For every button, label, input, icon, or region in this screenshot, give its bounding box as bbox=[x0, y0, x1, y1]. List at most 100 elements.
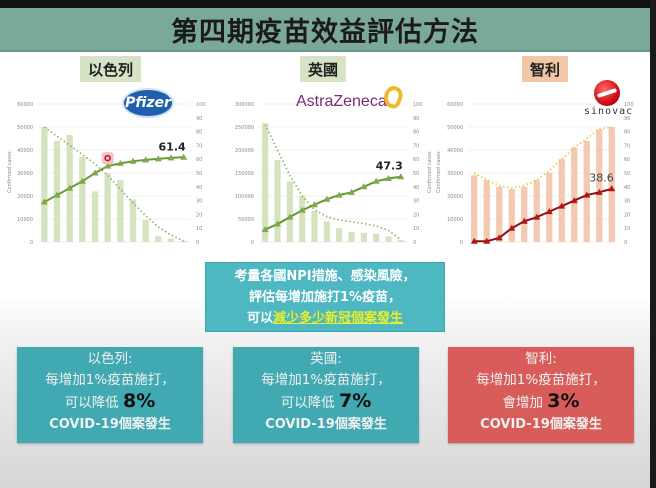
svg-text:300000: 300000 bbox=[235, 102, 254, 108]
svg-text:40: 40 bbox=[196, 185, 202, 191]
svg-text:40000: 40000 bbox=[447, 148, 463, 154]
result-line-3: 可以降低 8% bbox=[17, 391, 203, 414]
svg-text:100: 100 bbox=[413, 102, 423, 108]
svg-text:100: 100 bbox=[624, 102, 634, 108]
title-bar: 第四期疫苗效益評估方法 bbox=[0, 8, 650, 52]
svg-text:38.6: 38.6 bbox=[589, 172, 614, 185]
result-pct: 3% bbox=[547, 390, 580, 412]
svg-text:30: 30 bbox=[413, 199, 419, 205]
result-line-3: 可以降低 7% bbox=[233, 391, 419, 414]
svg-text:20: 20 bbox=[413, 212, 419, 218]
result-line-4: COVID-19個案發生 bbox=[480, 417, 602, 432]
svg-text:50000: 50000 bbox=[447, 125, 463, 131]
result-box-israel: 以色列: 每增加1%疫苗施打， 可以降低 8% COVID-19個案發生 bbox=[17, 347, 203, 443]
svg-text:30000: 30000 bbox=[447, 171, 463, 177]
result-line-3: 會增加 3% bbox=[448, 391, 634, 414]
chart-uk-svg: 0 50000 100000 150000 200000 250000 300000 0 10 2… bbox=[235, 102, 433, 246]
svg-text:90: 90 bbox=[196, 116, 202, 122]
svg-text:50000: 50000 bbox=[17, 125, 33, 131]
svg-text:70: 70 bbox=[196, 143, 202, 149]
chart-israel-svg: 0 10000 20000 30000 40000 50000 60000 0 10 20 30 40… bbox=[7, 102, 206, 246]
svg-text:20: 20 bbox=[624, 212, 630, 218]
svg-text:60: 60 bbox=[196, 157, 202, 163]
svg-text:20: 20 bbox=[196, 212, 202, 218]
svg-text:30000: 30000 bbox=[17, 171, 33, 177]
svg-text:40: 40 bbox=[624, 185, 630, 191]
svg-text:100000: 100000 bbox=[235, 194, 254, 200]
svg-text:100: 100 bbox=[196, 102, 206, 108]
summary-line-3-prefix: 可以 bbox=[246, 311, 273, 326]
svg-text:60: 60 bbox=[413, 157, 419, 163]
svg-text:150000: 150000 bbox=[235, 171, 254, 177]
svg-text:10: 10 bbox=[196, 226, 202, 232]
astrazeneca-logo: AstraZeneca bbox=[296, 93, 387, 110]
svg-text:30: 30 bbox=[196, 199, 202, 205]
svg-text:0: 0 bbox=[460, 240, 463, 246]
result-pct: 7% bbox=[339, 390, 372, 412]
result-line-2: 每增加1%疫苗施打， bbox=[476, 372, 606, 388]
svg-text:50000: 50000 bbox=[238, 217, 254, 223]
svg-text:20000: 20000 bbox=[17, 194, 33, 200]
summary-line-2: 評估每增加施打1%疫苗， bbox=[248, 290, 402, 305]
svg-text:90: 90 bbox=[413, 116, 419, 122]
svg-text:10000: 10000 bbox=[447, 217, 463, 223]
svg-text:61.4: 61.4 bbox=[159, 140, 186, 153]
svg-text:0: 0 bbox=[251, 240, 254, 246]
result-country: 以色列: bbox=[87, 351, 133, 367]
result-country: 智利: bbox=[525, 351, 557, 367]
svg-text:47.3: 47.3 bbox=[376, 160, 403, 173]
right-frame bbox=[650, 0, 656, 488]
result-pct: 8% bbox=[123, 390, 156, 412]
result-verb: 可以降低 bbox=[280, 395, 335, 411]
summary-box: 考量各國NPI措施、感染風險， 評估每增加施打1%疫苗， 可以減少多少新冠個案發… bbox=[205, 262, 445, 332]
svg-text:10000: 10000 bbox=[17, 217, 33, 223]
svg-text:30: 30 bbox=[624, 199, 630, 205]
result-line-4: COVID-19個案發生 bbox=[49, 417, 171, 432]
result-box-chile: 智利: 每增加1%疫苗施打， 會增加 3% COVID-19個案發生 bbox=[448, 347, 634, 443]
svg-text:0: 0 bbox=[624, 240, 627, 246]
svg-text:40000: 40000 bbox=[17, 148, 33, 154]
country-label-israel: 以色列 bbox=[80, 56, 142, 82]
result-line-2: 每增加1%疫苗施打， bbox=[45, 372, 175, 388]
svg-text:Confirmed cases: Confirmed cases bbox=[427, 151, 433, 193]
svg-text:0: 0 bbox=[196, 240, 199, 246]
svg-text:250000: 250000 bbox=[235, 125, 254, 131]
svg-text:10: 10 bbox=[413, 226, 419, 232]
country-label-chile: 智利 bbox=[522, 56, 569, 82]
result-box-uk: 英國: 每增加1%疫苗施打， 可以降低 7% COVID-19個案發生 bbox=[233, 347, 419, 443]
svg-text:70: 70 bbox=[413, 143, 419, 149]
svg-text:80: 80 bbox=[413, 130, 419, 136]
summary-line-3: 可以減少多少新冠個案發生 bbox=[206, 308, 444, 329]
chart-chile-svg: 0 10000 20000 30000 40000 50000 60000 0 10 20 30 40… bbox=[436, 102, 634, 246]
summary-line-1: 考量各國NPI措施、感染風險， bbox=[234, 269, 416, 284]
svg-text:60: 60 bbox=[624, 157, 630, 163]
svg-text:60000: 60000 bbox=[17, 102, 33, 108]
sinovac-logo-icon bbox=[594, 80, 620, 106]
svg-text:50: 50 bbox=[196, 171, 202, 177]
svg-text:80: 80 bbox=[624, 130, 630, 136]
svg-text:10: 10 bbox=[624, 226, 630, 232]
svg-text:40: 40 bbox=[413, 185, 419, 191]
country-label-uk: 英國 bbox=[300, 56, 347, 82]
svg-text:Confirmed cases: Confirmed cases bbox=[7, 151, 13, 193]
svg-text:70: 70 bbox=[624, 143, 630, 149]
svg-text:80: 80 bbox=[196, 130, 202, 136]
pfizer-logo: Pfizer bbox=[122, 88, 174, 118]
svg-text:90: 90 bbox=[624, 116, 630, 122]
result-verb: 會增加 bbox=[502, 395, 543, 411]
summary-highlight: 減少多少新冠個案發生 bbox=[273, 311, 404, 326]
svg-text:0: 0 bbox=[30, 240, 33, 246]
result-line-2: 每增加1%疫苗施打， bbox=[261, 372, 391, 388]
svg-text:0: 0 bbox=[413, 240, 416, 246]
chart-chile: 0 10000 20000 30000 40000 50000 60000 0 10 20 30 40… bbox=[430, 94, 650, 254]
chart-uk: 0 50000 100000 150000 200000 250000 300000 0 10 2… bbox=[215, 94, 433, 254]
svg-text:200000: 200000 bbox=[235, 148, 254, 154]
svg-text:20000: 20000 bbox=[447, 194, 463, 200]
svg-text:60000: 60000 bbox=[447, 102, 463, 108]
sinovac-logo: sinovac bbox=[584, 106, 634, 117]
top-frame bbox=[0, 0, 656, 8]
result-country: 英國: bbox=[310, 351, 342, 367]
result-verb: 可以降低 bbox=[64, 395, 119, 411]
result-line-4: COVID-19個案發生 bbox=[265, 417, 387, 432]
svg-text:50: 50 bbox=[413, 171, 419, 177]
